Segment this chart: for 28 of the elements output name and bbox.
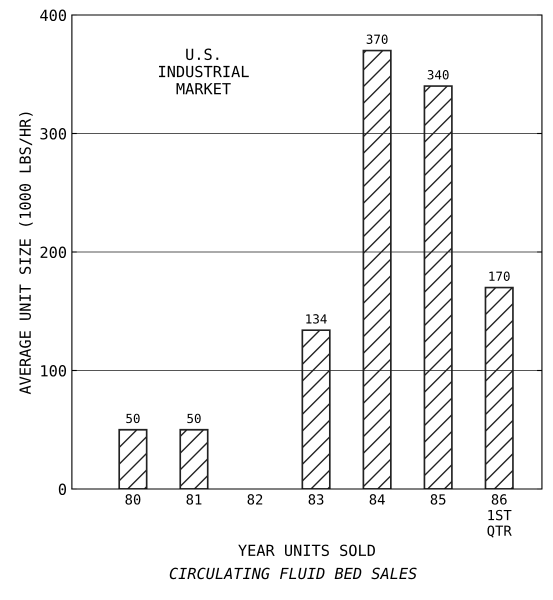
x-axis-title: YEAR UNITS SOLD [238, 544, 375, 556]
data-label: 340 [428, 70, 449, 80]
bar [179, 428, 209, 489]
y-axis-title: AVERAGE UNIT SIZE (1000 LBS/HR) [19, 112, 33, 394]
bar [362, 50, 392, 489]
data-label: 50 [187, 414, 201, 424]
text: CIRCULATING FLUID BED SALES [170, 568, 417, 580]
x-tick-label: 82 [248, 494, 262, 505]
data-label: 170 [489, 272, 510, 281]
y-tick-label: 400 [40, 10, 66, 22]
x-tick-label: 85 [430, 494, 446, 505]
x-tick-label: 80 [125, 494, 140, 505]
x-tick-label: 81 [186, 494, 202, 505]
data-label: 134 [306, 314, 327, 324]
annotation: U.S. INDUSTRIAL MARKET [159, 48, 249, 94]
y-tick-label: 0 [58, 484, 66, 496]
y-tick-label: 300 [40, 128, 66, 140]
y-tick-label: 100 [41, 365, 66, 377]
y-tick-label: 200 [40, 246, 66, 258]
data-label: 50 [126, 414, 140, 424]
bar [302, 329, 331, 489]
data-label: 370 [366, 34, 388, 44]
x-tick-label: 83 [308, 494, 324, 505]
x-tick-label: 86 1ST QTR [487, 494, 512, 538]
bar [484, 286, 514, 489]
bar [424, 85, 453, 489]
bar [118, 428, 148, 489]
x-tick-label: 84 [370, 494, 385, 505]
